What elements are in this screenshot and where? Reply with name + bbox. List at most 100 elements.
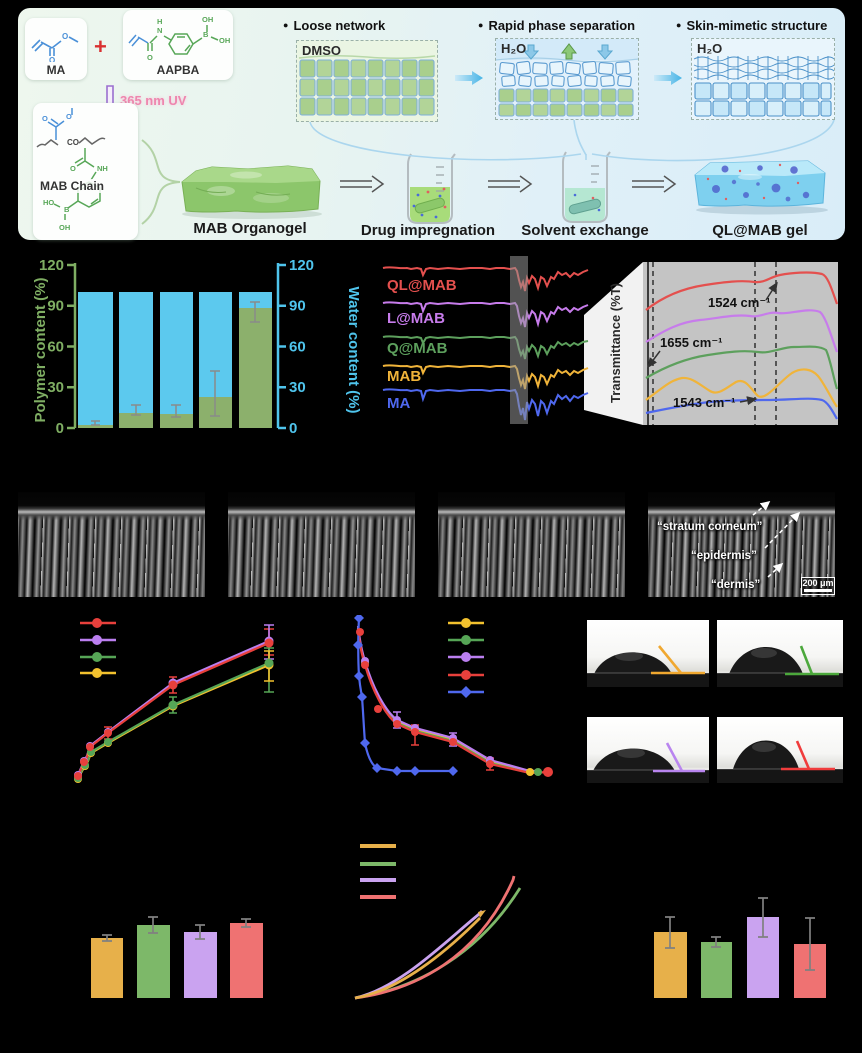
annotation-arrow-1543 <box>739 396 758 406</box>
contact-angle-photo-2 <box>717 620 843 687</box>
inset-spectra <box>645 271 839 420</box>
series-label-qlmab: QL@MAB <box>387 277 457 294</box>
droplet-purple <box>587 742 709 783</box>
panel-curve-chart-h <box>354 844 522 1000</box>
sem-image-2 <box>228 492 415 597</box>
plus-sign: + <box>94 34 107 59</box>
solvent-beaker-illustration <box>562 151 611 223</box>
aapba-atom-h: H <box>157 17 162 26</box>
right-axis-ticks: 120 90 60 30 0 <box>289 257 314 437</box>
right-axis <box>276 263 286 430</box>
phase-arrow-1 <box>455 71 483 85</box>
step-arrow-1 <box>340 175 385 193</box>
panel-scheme: O O MA + H N O B OH <box>18 8 845 240</box>
aapba-atom-oh2: OH <box>219 36 230 45</box>
step2-header: ● Rapid phase separation <box>478 18 635 33</box>
panel-bar-chart-g <box>91 916 263 998</box>
scale-bar: 200 μm <box>801 577 835 595</box>
mab-chain-drawing: O O CO O NH HO B OH OH <box>36 108 108 232</box>
phase-separation-box: H₂O <box>495 38 639 120</box>
polymer-axis-label: Polymer content (%) <box>32 277 49 422</box>
skin-mimetic-box: H₂O <box>691 38 835 120</box>
organogel-illustration <box>181 165 322 219</box>
ma-atom-o1: O <box>49 56 55 62</box>
contact-angle-photo-1 <box>587 620 709 687</box>
aapba-atom-o: O <box>147 53 153 62</box>
mab-atom-b: B <box>64 205 70 214</box>
ma-atom-o2: O <box>62 32 68 41</box>
ftir-series-labels: QL@MAB L@MAB Q@MAB MAB MA <box>387 277 457 412</box>
annotation-1655: 1655 cm⁻¹ <box>660 335 723 350</box>
error-bars <box>102 916 251 942</box>
panel-release-chart <box>353 615 553 777</box>
mab-atom-co: CO <box>67 138 79 147</box>
ftir-spectra <box>382 266 589 421</box>
loose-network-drawing <box>298 54 436 116</box>
step3-title: Skin-mimetic structure <box>686 18 828 33</box>
panel-swelling-chart <box>74 618 274 783</box>
legend <box>80 618 116 678</box>
droplet-green <box>717 645 843 687</box>
series-markers <box>74 636 274 783</box>
mab-chain-box: O O CO O NH HO B OH OH MAB Chain <box>33 103 138 240</box>
solvent-caption: Solvent exchange <box>521 222 649 239</box>
annotation-arrow-1655 <box>647 350 661 369</box>
mab-atom-o2: O <box>66 112 72 121</box>
svg-text:30: 30 <box>289 379 306 396</box>
drug-beaker-illustration <box>407 153 456 224</box>
error-bars <box>393 711 494 771</box>
orange-curve-tip <box>478 910 486 918</box>
series-label-qmab: Q@MAB <box>387 340 448 357</box>
mab-atom-o1: O <box>42 114 48 123</box>
uv-label: 365 nm UV <box>120 93 187 108</box>
bars <box>91 923 263 998</box>
blue-diamond-markers <box>353 615 458 776</box>
series-label-ma: MA <box>387 395 410 412</box>
ma-structure-drawing: O O <box>31 32 79 65</box>
sem-annotation-arrows <box>752 500 801 578</box>
panel-bar-chart-i <box>654 897 826 998</box>
panel-ftir-chart: 1524 cm⁻¹ 1655 cm⁻¹ 1543 cm⁻¹ QL@MAB L@M… <box>382 256 839 425</box>
mab-atom-o3: O <box>70 164 76 173</box>
sem-image-3 <box>438 492 625 597</box>
ma-label: MA <box>46 63 66 77</box>
svg-text:90: 90 <box>47 298 64 315</box>
aapba-structure-drawing: H N O B OH OH <box>128 15 230 62</box>
error-bars <box>91 301 260 426</box>
panel-content-chart: Polymer content (%) 120 90 60 30 0 120 9… <box>32 257 362 437</box>
step1-header: ● Loose network <box>283 18 385 33</box>
series-markers <box>353 615 553 777</box>
bullet-icon: ● <box>478 20 484 30</box>
water-axis-label: Water content (%) <box>345 287 362 414</box>
contact-angle-photo-3 <box>587 717 709 783</box>
step-arrow-3 <box>632 175 677 193</box>
skin-mimetic-drawing <box>693 56 835 117</box>
series-label-lmab: L@MAB <box>387 310 445 327</box>
aapba-label: AAPBA <box>156 63 200 77</box>
mab-atom-nh: NH <box>97 164 108 173</box>
droplet-orange <box>587 645 709 687</box>
stacked-bars <box>78 292 272 428</box>
svg-text:30: 30 <box>47 379 64 396</box>
zoom-wedge <box>584 262 643 425</box>
error-bars <box>665 897 815 971</box>
svg-text:120: 120 <box>289 257 314 274</box>
annotation-1543: 1543 cm⁻¹ <box>673 395 736 410</box>
svg-text:0: 0 <box>289 420 297 437</box>
qlmab-gel-illustration <box>694 160 828 215</box>
scale-bar-text: 200 μm <box>802 578 834 588</box>
curves <box>354 875 522 1000</box>
legend <box>448 618 484 698</box>
bullet-icon: ● <box>283 20 289 30</box>
svg-text:90: 90 <box>289 298 306 315</box>
aapba-atom-n: N <box>157 26 162 35</box>
stratum-corneum-label: “stratum corneum” <box>657 521 763 533</box>
highlight-band <box>510 256 528 424</box>
left-axis-ticks: 120 90 60 30 0 <box>39 257 64 437</box>
mab-atom-oh1: OH <box>59 223 70 232</box>
svg-text:60: 60 <box>289 339 306 356</box>
phase-arrow-2 <box>654 71 682 85</box>
aapba-atom-oh1: OH <box>202 15 213 24</box>
step1-title: Loose network <box>293 18 386 33</box>
